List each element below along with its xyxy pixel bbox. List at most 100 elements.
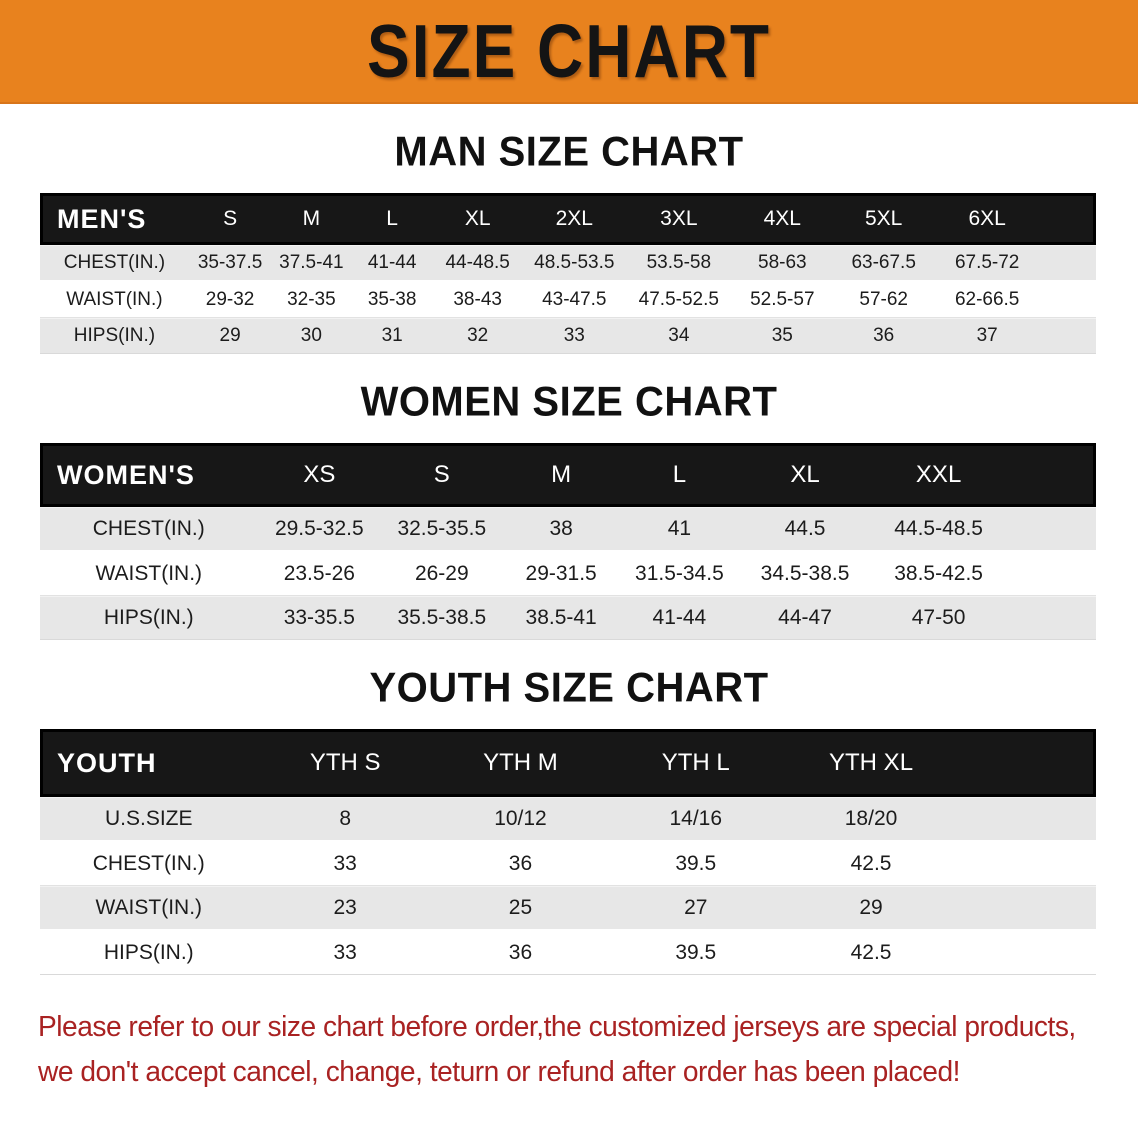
table-row: CHEST(IN.) 33 36 39.5 42.5 (40, 843, 1096, 886)
spacer-cell (1006, 596, 1096, 640)
spacer-cell (958, 797, 1096, 843)
women-column-header: XS (257, 443, 382, 507)
row-label: CHEST(IN.) (40, 843, 258, 886)
men-column-header: S (188, 193, 272, 245)
men-column-header: 6XL (934, 193, 1040, 245)
size-cell: 36 (432, 932, 609, 975)
size-cell: 32 (432, 318, 523, 354)
women-size-table: WOMEN'S XS S M L XL XXL CHEST(IN.) 29.5-… (40, 443, 1096, 640)
table-row: WAIST(IN.) 23 25 27 29 (40, 886, 1096, 932)
size-cell: 31 (351, 318, 433, 354)
banner-title: SIZE CHART (367, 8, 771, 94)
table-row: CHEST(IN.) 29.5-32.5 32.5-35.5 38 41 44.… (40, 507, 1096, 553)
men-table-header-row: MEN'S S M L XL 2XL 3XL 4XL 5XL 6XL (40, 193, 1096, 245)
size-cell: 42.5 (783, 932, 959, 975)
men-table-group-label: MEN'S (40, 193, 189, 245)
size-cell: 33-35.5 (257, 596, 382, 640)
women-section: WOMEN SIZE CHART WOMEN'S XS S M L XL XXL… (0, 379, 1138, 640)
youth-section: YOUTH SIZE CHART YOUTH YTH S YTH M YTH L… (0, 665, 1138, 975)
size-cell: 38.5-42.5 (871, 553, 1007, 596)
size-cell: 33 (257, 932, 433, 975)
size-cell: 47-50 (871, 596, 1007, 640)
size-cell: 39.5 (608, 843, 784, 886)
size-cell: 57-62 (833, 283, 935, 318)
spacer-cell (1006, 507, 1096, 553)
size-cell: 37.5-41 (271, 245, 352, 283)
youth-table-header-row: YOUTH YTH S YTH M YTH L YTH XL (40, 729, 1096, 797)
size-cell: 14/16 (608, 797, 784, 843)
size-cell: 29-31.5 (502, 553, 620, 596)
size-cell: 30 (271, 318, 352, 354)
size-cell: 29 (188, 318, 272, 354)
size-cell: 32-35 (271, 283, 352, 318)
men-size-table: MEN'S S M L XL 2XL 3XL 4XL 5XL 6XL CHEST… (40, 193, 1096, 354)
spacer-cell (1006, 443, 1096, 507)
men-column-header: 3XL (626, 193, 732, 245)
size-cell: 36 (432, 843, 609, 886)
row-label: HIPS(IN.) (40, 596, 258, 640)
table-row: WAIST(IN.) 29-32 32-35 35-38 38-43 43-47… (40, 283, 1096, 318)
men-column-header: L (351, 193, 433, 245)
size-cell: 47.5-52.5 (626, 283, 732, 318)
table-row: HIPS(IN.) 29 30 31 32 33 34 35 36 37 (40, 318, 1096, 354)
women-column-header: S (381, 443, 503, 507)
size-cell: 27 (608, 886, 784, 932)
size-cell: 29-32 (188, 283, 272, 318)
spacer-cell (958, 843, 1096, 886)
men-section: MAN SIZE CHART MEN'S S M L XL 2XL 3XL 4X… (0, 128, 1138, 354)
size-cell: 44-47 (739, 596, 872, 640)
youth-column-header: YTH L (608, 729, 784, 797)
table-row: WAIST(IN.) 23.5-26 26-29 29-31.5 31.5-34… (40, 553, 1096, 596)
men-column-header: 5XL (833, 193, 935, 245)
men-column-header: 4XL (731, 193, 833, 245)
size-cell: 67.5-72 (934, 245, 1040, 283)
size-cell: 35-37.5 (188, 245, 272, 283)
size-cell: 38-43 (432, 283, 523, 318)
row-label: WAIST(IN.) (40, 283, 189, 318)
size-cell: 35.5-38.5 (381, 596, 503, 640)
size-cell: 38.5-41 (502, 596, 620, 640)
spacer-cell (958, 932, 1096, 975)
size-cell: 34.5-38.5 (739, 553, 872, 596)
women-table-group-label: WOMEN'S (40, 443, 258, 507)
footer-note: Please refer to our size chart before or… (38, 1005, 1138, 1095)
women-column-header: XL (739, 443, 872, 507)
women-column-header: M (502, 443, 620, 507)
size-cell: 34 (626, 318, 732, 354)
size-cell: 58-63 (731, 245, 833, 283)
size-cell: 36 (833, 318, 935, 354)
youth-column-header: YTH XL (783, 729, 959, 797)
row-label: CHEST(IN.) (40, 507, 258, 553)
size-cell: 52.5-57 (731, 283, 833, 318)
size-cell: 63-67.5 (833, 245, 935, 283)
row-label: WAIST(IN.) (40, 886, 258, 932)
spacer-cell (958, 729, 1096, 797)
men-column-header: M (271, 193, 352, 245)
footer-note-line: we don't accept cancel, change, teturn o… (38, 1055, 960, 1088)
youth-column-header: YTH S (257, 729, 433, 797)
size-cell: 41-44 (619, 596, 740, 640)
men-column-header: XL (432, 193, 523, 245)
youth-table-group-label: YOUTH (40, 729, 258, 797)
men-section-heading: MAN SIZE CHART (394, 128, 744, 176)
size-cell: 35-38 (351, 283, 433, 318)
size-cell: 26-29 (381, 553, 503, 596)
size-cell: 44.5 (739, 507, 872, 553)
size-cell: 18/20 (783, 797, 959, 843)
row-label: WAIST(IN.) (40, 553, 258, 596)
size-cell: 29.5-32.5 (257, 507, 382, 553)
size-cell: 31.5-34.5 (619, 553, 740, 596)
size-cell: 10/12 (432, 797, 609, 843)
footer-note-line: Please refer to our size chart before or… (38, 1011, 1076, 1043)
spacer-cell (1039, 193, 1096, 245)
size-cell: 43-47.5 (522, 283, 627, 318)
size-cell: 44.5-48.5 (871, 507, 1007, 553)
size-cell: 35 (731, 318, 833, 354)
size-cell: 41 (619, 507, 740, 553)
row-label: CHEST(IN.) (40, 245, 189, 283)
size-cell: 39.5 (608, 932, 784, 975)
size-cell: 29 (783, 886, 959, 932)
size-cell: 37 (934, 318, 1040, 354)
size-cell: 48.5-53.5 (522, 245, 627, 283)
size-cell: 41-44 (351, 245, 433, 283)
